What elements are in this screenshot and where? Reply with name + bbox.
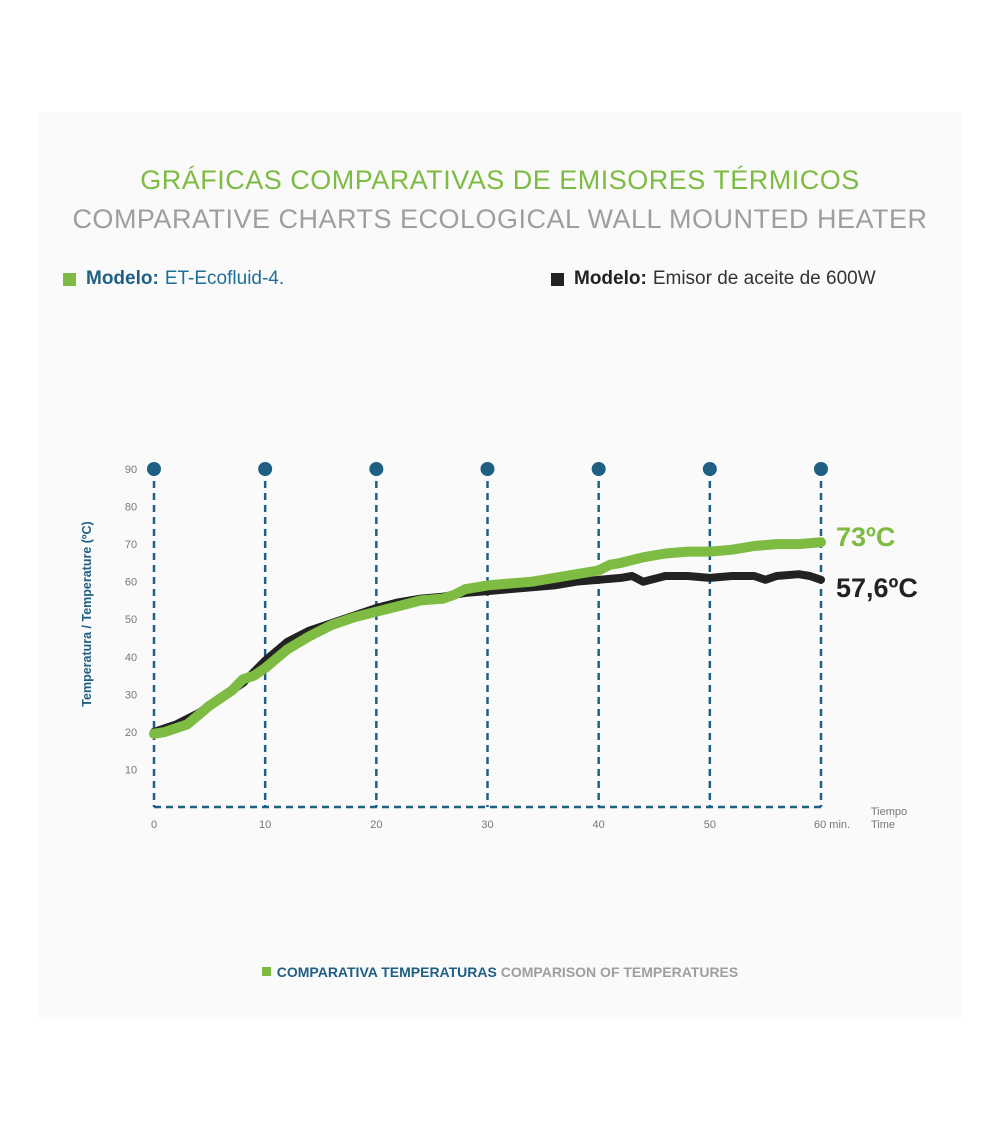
grid-marker-dot-6 [814, 462, 828, 476]
legend-value: Emisor de aceite de 600W [652, 268, 876, 289]
x-tick-label: 10 [259, 819, 271, 831]
grid-marker-dot-4 [591, 462, 606, 476]
series-line-black [150, 570, 825, 736]
grid-marker-dot-1 [258, 462, 273, 476]
footer-english: COMPARISON OF TEMPERATURES [500, 964, 739, 980]
y-tick-label: 40 [125, 652, 137, 664]
legend-label: Modelo: [86, 268, 159, 289]
legend-label: Modelo: [574, 268, 647, 289]
y-tick-label: 50 [125, 614, 137, 626]
footer-spanish: COMPARATIVA TEMPERATURAS [276, 964, 497, 980]
y-tick-label: 20 [125, 727, 137, 739]
x-tick-label: 60 min. [814, 819, 850, 831]
y-tick-label: 30 [125, 689, 137, 701]
legend-value: ET-Ecofluid-4. [164, 268, 285, 289]
x-axis-label-en: Time [871, 819, 895, 831]
series-end-label-black: 57,6ºC [836, 573, 918, 603]
grid-marker-dot-2 [369, 462, 384, 476]
legend-swatch-black [551, 272, 564, 286]
y-axis-label: Temperatura / Temperature (ºC) [80, 521, 94, 706]
x-axis-label: Tiempo [871, 806, 907, 818]
y-tick-label: 70 [125, 539, 137, 551]
x-tick-label: 40 [593, 819, 605, 831]
y-tick-label: 90 [125, 464, 137, 476]
grid-marker-dot-3 [480, 462, 495, 476]
legend-item-oil-heater: Modelo: Emisor de aceite de 600W [551, 268, 876, 290]
footer-swatch [261, 967, 271, 976]
chart-card [38, 112, 962, 1017]
y-tick-label: 60 [125, 577, 137, 589]
x-tick-label: 30 [481, 819, 493, 831]
grid-marker-dot-5 [702, 462, 717, 476]
x-tick-label: 50 [704, 819, 716, 831]
grid-marker-dot-0 [147, 462, 161, 476]
y-tick-label: 10 [125, 764, 137, 776]
title-spanish: GRÁFICAS COMPARATIVAS DE EMISORES TÉRMIC… [140, 165, 860, 195]
footer-caption: COMPARATIVA TEMPERATURAS COMPARISON OF T… [0, 964, 1000, 980]
series-end-label-green: 73ºC [836, 522, 895, 552]
y-tick-label: 80 [125, 502, 137, 514]
x-tick-label: 0 [151, 819, 157, 831]
legend-item-ecofluid: Modelo: ET-Ecofluid-4. [63, 268, 284, 290]
series-line-green [149, 537, 826, 739]
title-english: COMPARATIVE CHARTS ECOLOGICAL WALL MOUNT… [72, 204, 928, 234]
x-tick-label: 20 [370, 819, 382, 831]
legend-swatch-green [63, 272, 76, 286]
